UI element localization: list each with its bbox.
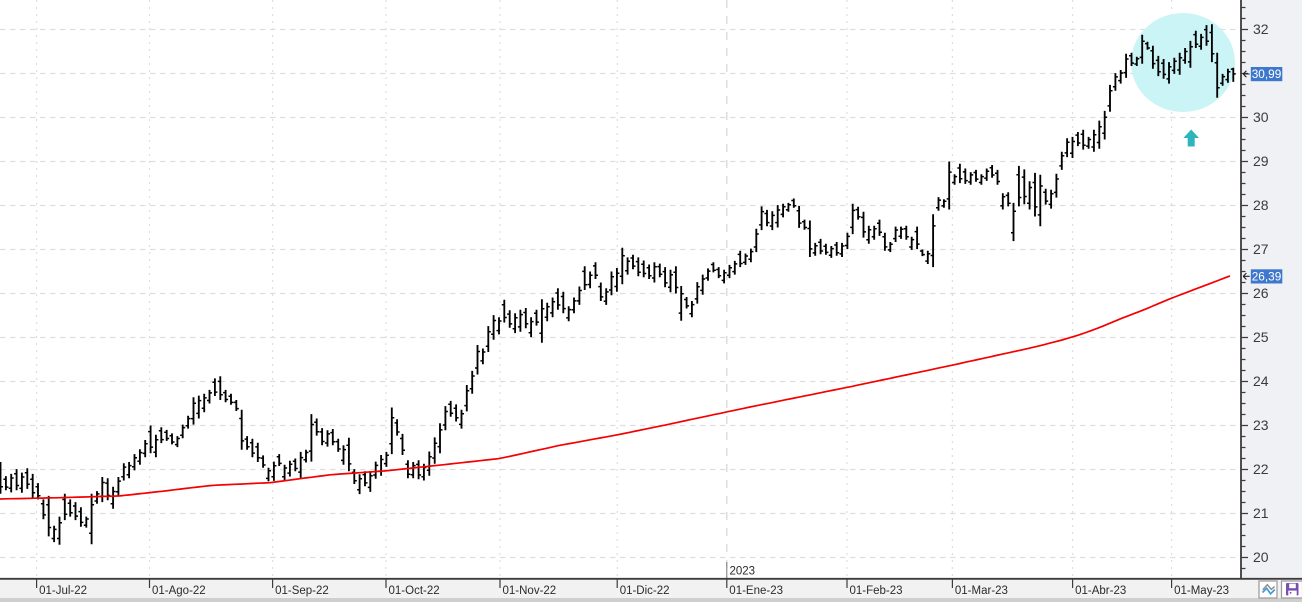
svg-text:01-Jul-22: 01-Jul-22 [39, 585, 87, 597]
svg-text:01-Oct-22: 01-Oct-22 [389, 585, 440, 597]
svg-text:26: 26 [1253, 285, 1269, 301]
svg-text:28: 28 [1253, 197, 1269, 213]
svg-text:01-Abr-23: 01-Abr-23 [1075, 585, 1126, 597]
svg-text:01-Mar-23: 01-Mar-23 [955, 585, 1008, 597]
svg-text:26,39: 26,39 [1252, 270, 1282, 284]
svg-text:24: 24 [1253, 373, 1269, 389]
svg-text:32: 32 [1253, 21, 1269, 37]
svg-text:01-Ago-22: 01-Ago-22 [152, 585, 206, 597]
svg-text:01-Nov-22: 01-Nov-22 [503, 585, 557, 597]
svg-text:01-May-23: 01-May-23 [1174, 585, 1229, 597]
svg-text:20: 20 [1253, 549, 1269, 565]
svg-text:23: 23 [1253, 417, 1269, 433]
svg-text:21: 21 [1253, 505, 1269, 521]
svg-text:30: 30 [1253, 109, 1269, 125]
svg-text:30,99: 30,99 [1252, 67, 1282, 81]
svg-text:22: 22 [1253, 461, 1269, 477]
svg-text:01-Ene-23: 01-Ene-23 [729, 585, 783, 597]
svg-text:01-Feb-23: 01-Feb-23 [850, 585, 903, 597]
svg-text:25: 25 [1253, 329, 1269, 345]
svg-text:01-Sep-22: 01-Sep-22 [275, 585, 329, 597]
svg-text:01-Dic-22: 01-Dic-22 [620, 585, 670, 597]
svg-text:29: 29 [1253, 153, 1269, 169]
svg-text:2023: 2023 [730, 566, 756, 578]
svg-text:27: 27 [1253, 241, 1269, 257]
